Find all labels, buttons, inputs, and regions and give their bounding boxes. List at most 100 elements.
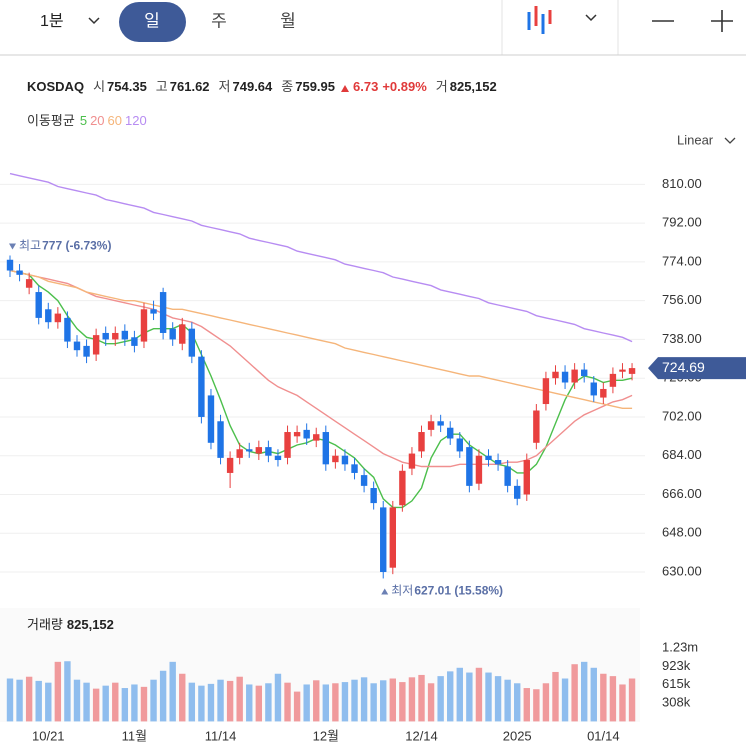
candle-body xyxy=(571,369,578,383)
volume-bar xyxy=(198,685,205,722)
y-tick-label: 684.00 xyxy=(662,447,702,462)
volume-bar xyxy=(456,667,463,722)
volume-bar xyxy=(207,683,215,722)
volume-tick-label: 1.23m xyxy=(662,640,698,655)
volume-title-label: 거래량 xyxy=(27,617,63,632)
volume-bar xyxy=(45,682,52,722)
ma-legend-title: 이동평균 xyxy=(27,113,75,128)
volume-bar xyxy=(131,684,138,722)
candle-body xyxy=(236,449,243,458)
ma-legend-entry: 20 xyxy=(90,113,104,128)
candle-body xyxy=(274,455,282,461)
candle-body xyxy=(188,328,196,357)
volume-tick-label: 615k xyxy=(662,676,691,691)
volume-bar xyxy=(571,664,578,722)
change: 6.73 xyxy=(353,79,378,94)
candle-body xyxy=(542,378,550,405)
candle-body xyxy=(35,292,42,318)
volume-bar xyxy=(169,661,176,722)
scale-mode[interactable]: Linear xyxy=(677,132,736,147)
y-tick-label: 666.00 xyxy=(662,486,702,501)
chevron xyxy=(585,14,597,22)
volume-bar xyxy=(54,661,62,722)
candle-body xyxy=(255,447,263,454)
candle-body xyxy=(25,279,33,288)
candle-body xyxy=(293,432,301,437)
field-value: 749.64 xyxy=(233,79,274,94)
quote-header: KOSDAQ 시 754.35 고 761.62 저 749.64 종 759.95 6.73 +0… xyxy=(27,79,497,94)
interval-selector[interactable]: 1분 xyxy=(40,13,64,30)
volume-bar xyxy=(322,684,330,722)
chevron xyxy=(88,17,100,25)
volume-bar xyxy=(408,677,416,722)
y-tick-label: 738.00 xyxy=(662,331,702,346)
chart-type-button[interactable] xyxy=(527,6,552,34)
candle-body xyxy=(380,507,387,573)
candle-body xyxy=(437,421,444,426)
volume-bar xyxy=(590,667,597,722)
candle-body xyxy=(619,369,626,372)
volume-bar xyxy=(619,684,626,722)
volume-tick-label: 923k xyxy=(662,658,691,673)
tab[interactable]: 일 xyxy=(144,11,160,30)
y-tick-label: 774.00 xyxy=(662,253,702,268)
volume-bar xyxy=(121,688,129,722)
tab[interactable]: 주 xyxy=(211,11,227,30)
candle-body xyxy=(83,345,90,357)
x-tick-label: 12/14 xyxy=(405,728,438,743)
volume-bar xyxy=(561,678,569,722)
candle-body xyxy=(226,457,234,473)
volume-bar xyxy=(255,685,263,722)
ma-legend-entry: 5 xyxy=(80,113,87,128)
candle-body xyxy=(456,438,463,452)
candle-body xyxy=(284,432,291,458)
candle-body xyxy=(466,447,473,486)
annotation-label: 627.01 (15.58%) xyxy=(414,584,503,598)
volume-bar xyxy=(284,682,291,722)
candle-body xyxy=(408,453,416,469)
candle-body xyxy=(150,309,157,314)
zoom-in[interactable] xyxy=(711,10,733,32)
volume-bar xyxy=(360,677,368,722)
y-tick-label: 648.00 xyxy=(662,525,702,540)
candle-body xyxy=(140,309,148,342)
x-tick-label: 01/14 xyxy=(587,728,620,743)
volume-bar xyxy=(6,678,14,722)
volume-bar xyxy=(150,679,157,722)
annotation-text: 최저 xyxy=(391,584,413,598)
volume-total: 825,152 xyxy=(67,617,114,632)
up-arrow-icon xyxy=(341,85,349,92)
candle-body xyxy=(265,447,272,456)
volume-bar xyxy=(504,679,511,722)
volume-tick-label: 308k xyxy=(662,694,691,709)
plot: 630.00648.00666.00684.00702.00720.00738.… xyxy=(0,172,746,743)
candle-body xyxy=(313,434,320,441)
volume-bar xyxy=(447,671,454,722)
volume-bar xyxy=(303,684,310,722)
volume-bar xyxy=(485,672,492,722)
ma-line xyxy=(9,269,633,468)
candle-body xyxy=(341,455,349,465)
y-tick-label: 702.00 xyxy=(662,408,702,423)
volume-bar xyxy=(179,673,186,722)
candle-body xyxy=(504,466,511,486)
y-tick-label: 630.00 xyxy=(662,563,702,578)
annotation-arrow xyxy=(381,588,389,595)
symbol: KOSDAQ xyxy=(27,79,84,94)
tab[interactable]: 월 xyxy=(280,11,296,30)
candle-body xyxy=(45,309,52,323)
volume-bar xyxy=(64,661,71,722)
ma-legend: 이동평균 5 20 60 120 xyxy=(27,113,147,128)
change-pct: +0.89% xyxy=(382,79,427,94)
volume-bar xyxy=(475,667,483,722)
volume-bar xyxy=(73,679,81,722)
x-tick-label: 12월 xyxy=(313,728,339,743)
scale-mode-label[interactable]: Linear xyxy=(677,132,714,147)
y-tick-label: 810.00 xyxy=(662,176,702,191)
candle-body xyxy=(447,427,454,439)
ma-line xyxy=(9,172,633,343)
toolbar: 1분 일 주 월 xyxy=(0,0,746,56)
volume-bar xyxy=(581,661,588,722)
volume-bar xyxy=(427,683,435,722)
candle-body xyxy=(332,455,339,463)
